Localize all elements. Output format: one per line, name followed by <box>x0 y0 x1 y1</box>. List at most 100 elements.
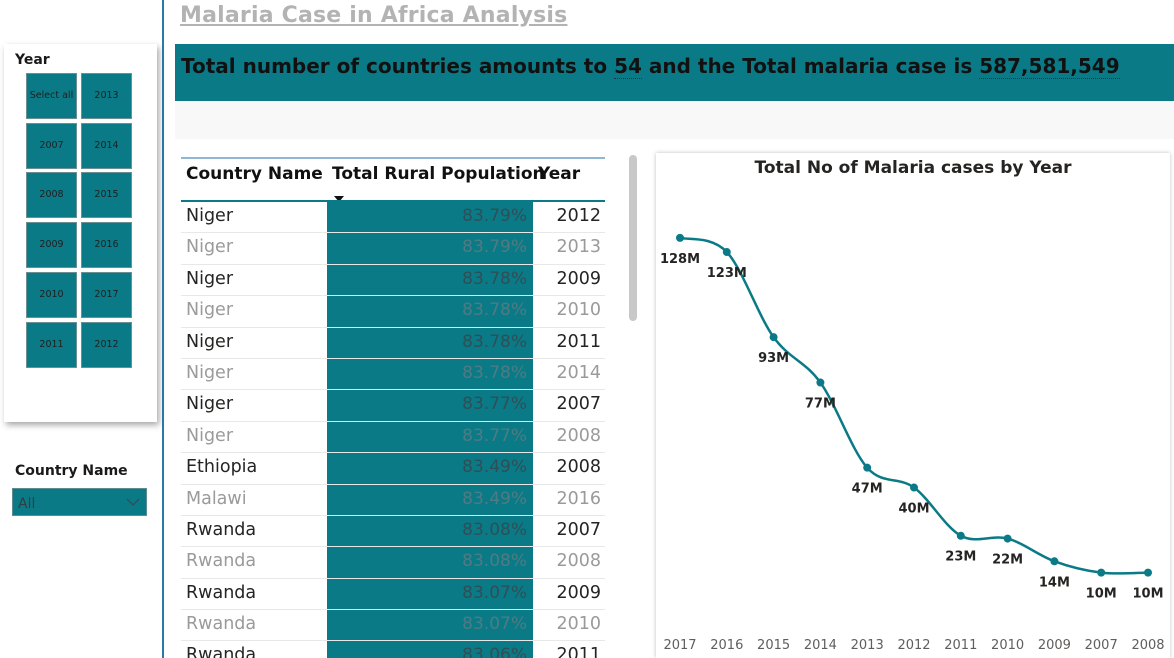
table-row[interactable]: Niger 83.78% 2010 <box>181 296 605 328</box>
cell-rural-population: 83.49% <box>327 484 533 515</box>
cell-rural-population-value: 83.08% <box>462 519 527 540</box>
data-label-2013: 47M <box>852 482 883 497</box>
data-point-2007[interactable] <box>1097 568 1106 577</box>
cell-country: Niger <box>186 206 234 226</box>
cell-rural-population-value: 83.06% <box>462 645 527 658</box>
cell-country: Malawi <box>186 488 247 509</box>
table-row[interactable]: Niger 83.77% 2008 <box>181 421 605 454</box>
year-tile-2017[interactable]: 2017 <box>81 271 132 318</box>
table-row[interactable]: Rwanda 83.07% 2009 <box>181 578 605 611</box>
cell-country: Rwanda <box>186 582 257 603</box>
cell-year: 2008 <box>556 551 601 572</box>
data-point-2011[interactable] <box>956 531 965 540</box>
cell-year: 2014 <box>556 362 601 383</box>
data-point-2008[interactable] <box>1144 568 1152 577</box>
cell-rural-population: 83.77% <box>327 390 533 421</box>
data-label-2017: 128M <box>660 252 700 267</box>
year-tile-2011[interactable]: 2011 <box>26 321 77 368</box>
data-point-2017[interactable] <box>676 233 684 242</box>
year-tile-2007[interactable]: 2007 <box>26 122 77 169</box>
cell-country: Ethiopia <box>186 457 258 478</box>
table-top-border <box>181 157 605 159</box>
table-row[interactable]: Niger 83.78% 2009 <box>181 264 605 297</box>
data-point-2016[interactable] <box>722 248 731 257</box>
data-point-2010[interactable] <box>1003 534 1012 543</box>
table-row[interactable]: Niger 83.78% 2011 <box>181 327 605 359</box>
column-header-rural-population[interactable]: Total Rural Population <box>332 164 545 184</box>
table-row[interactable]: Rwanda 83.06% 2011 <box>181 641 605 658</box>
year-tile-2016[interactable]: 2016 <box>81 222 132 269</box>
cell-rural-population: 83.07% <box>327 610 533 641</box>
cell-rural-population-value: 83.78% <box>462 362 527 383</box>
x-tick-label: 2016 <box>710 638 743 653</box>
data-point-2012[interactable] <box>910 483 918 492</box>
cell-country: Niger <box>186 425 234 446</box>
year-tile-2009[interactable]: 2009 <box>26 222 77 269</box>
cell-rural-population: 83.78% <box>327 264 533 296</box>
cell-rural-population-value: 83.08% <box>462 551 527 572</box>
x-tick-label: 2007 <box>1085 638 1118 653</box>
table-row[interactable]: Niger 83.79% 2013 <box>181 233 605 265</box>
year-slicer: Year Select all 2013 2007 2014 2008 2015 2009 2… <box>4 44 157 422</box>
table-row[interactable]: Rwanda 83.08% 2007 <box>181 515 605 548</box>
table-header-border <box>181 200 605 202</box>
data-point-2014[interactable] <box>816 378 825 387</box>
cell-year: 2007 <box>556 394 601 415</box>
x-tick-label: 2009 <box>1038 638 1071 653</box>
kpi-banner: Total number of countries amounts to 54 … <box>175 44 1174 101</box>
cell-year: 2009 <box>556 268 601 289</box>
table-row[interactable]: Niger 83.79% 2012 <box>181 202 605 234</box>
column-header-country[interactable]: Country Name <box>186 164 323 184</box>
year-tile-2012[interactable]: 2012 <box>81 321 132 368</box>
sort-descending-icon[interactable] <box>333 188 345 207</box>
table-row[interactable]: Malawi 83.49% 2016 <box>181 484 605 516</box>
cell-rural-population: 83.78% <box>327 296 533 327</box>
table-body: Niger 83.79% 2012 Niger 83.79% 2013 Niger 83.78… <box>181 202 605 658</box>
cell-rural-population: 83.78% <box>327 358 533 390</box>
table-row[interactable]: Rwanda 83.07% 2010 <box>181 610 605 642</box>
x-tick-label: 2015 <box>757 638 790 653</box>
cell-country: Rwanda <box>186 645 257 658</box>
x-tick-label: 2013 <box>851 638 884 653</box>
table-row[interactable]: Rwanda 83.08% 2008 <box>181 547 605 579</box>
cell-rural-population: 83.08% <box>327 547 533 578</box>
table-scrollbar[interactable] <box>629 155 637 321</box>
cell-rural-population-value: 83.79% <box>462 237 527 258</box>
cell-rural-population: 83.08% <box>327 515 533 547</box>
cell-year: 2008 <box>556 425 601 446</box>
country-dropdown-value: All <box>18 496 36 512</box>
data-point-2015[interactable] <box>769 333 778 342</box>
year-tile-2014[interactable]: 2014 <box>81 122 132 169</box>
year-slicer-title: Year <box>15 52 50 68</box>
cell-year: 2008 <box>556 457 601 478</box>
cell-rural-population-value: 83.77% <box>462 425 527 446</box>
cell-rural-population-value: 83.79% <box>462 206 527 226</box>
x-tick-label: 2014 <box>804 638 837 653</box>
table-row[interactable]: Niger 83.78% 2014 <box>181 358 605 391</box>
year-tile-2008[interactable]: 2008 <box>26 172 77 219</box>
table-row[interactable]: Niger 83.77% 2007 <box>181 390 605 422</box>
year-tile-2015[interactable]: 2015 <box>81 172 132 219</box>
data-point-2009[interactable] <box>1050 557 1059 566</box>
data-point-2013[interactable] <box>863 463 872 472</box>
x-tick-label: 2017 <box>663 638 696 653</box>
column-header-year[interactable]: Year <box>538 164 581 184</box>
kpi-total-cases-value: 587,581,549 <box>979 54 1120 79</box>
x-tick-label: 2008 <box>1131 638 1164 653</box>
year-tile-select-all[interactable]: Select all <box>26 73 77 119</box>
cell-rural-population-value: 83.49% <box>462 488 527 509</box>
year-tile-2013[interactable]: 2013 <box>81 73 132 119</box>
table-row[interactable]: Ethiopia 83.49% 2008 <box>181 453 605 485</box>
data-label-2016: 123M <box>707 266 747 281</box>
country-dropdown[interactable]: All <box>12 488 147 516</box>
cell-year: 2007 <box>556 519 601 540</box>
cell-year: 2010 <box>556 300 601 321</box>
data-label-2011: 23M <box>945 550 976 565</box>
cell-rural-population: 83.07% <box>327 578 533 610</box>
cell-year: 2009 <box>556 582 601 603</box>
year-tile-2010[interactable]: 2010 <box>26 271 77 318</box>
data-label-2009: 14M <box>1039 575 1070 590</box>
data-label-2010: 22M <box>992 553 1023 568</box>
kpi-countries-value: 54 <box>614 54 642 79</box>
chart-title: Total No of Malaria cases by Year <box>754 158 1072 178</box>
